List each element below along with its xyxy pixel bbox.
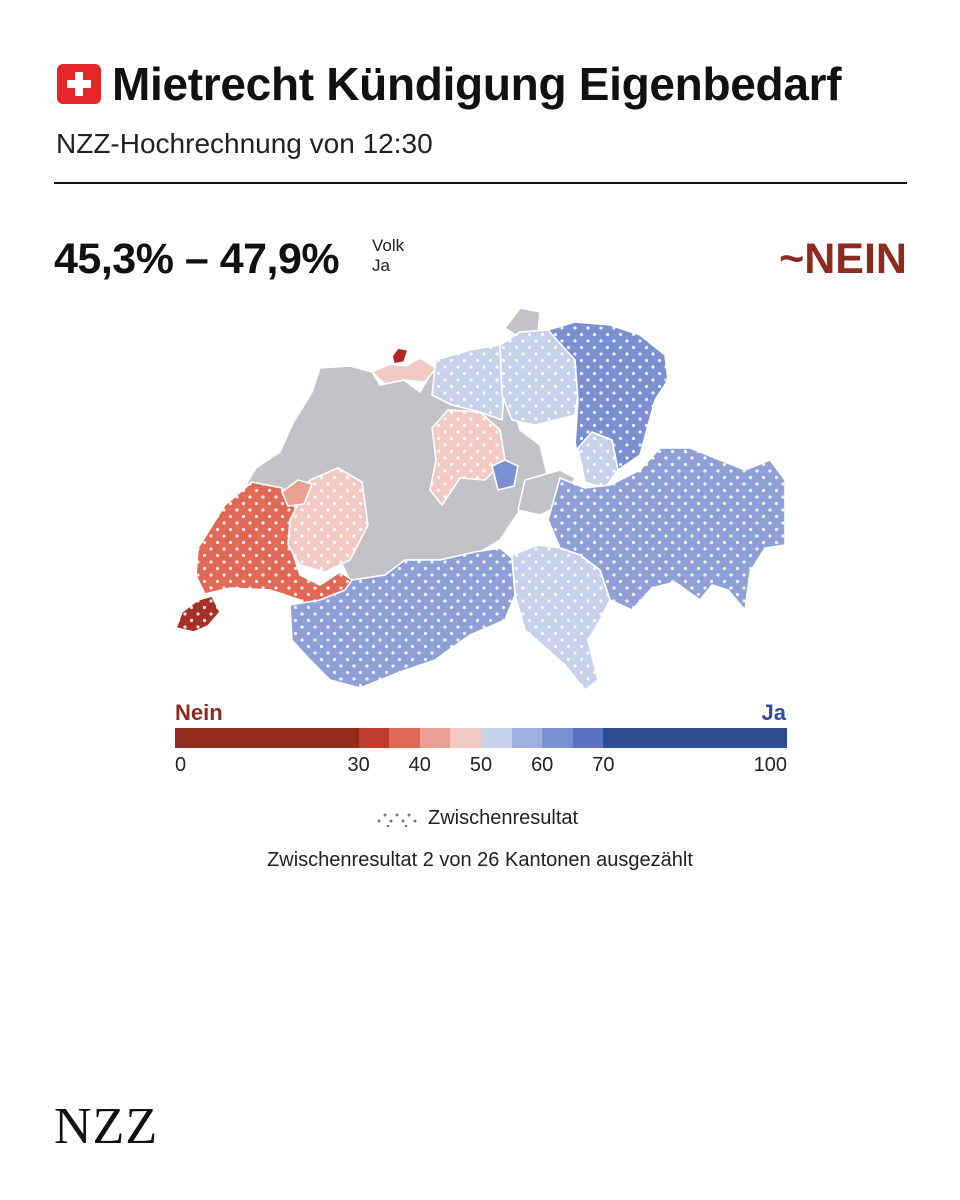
legend-segment [450, 728, 482, 748]
switzerland-map[interactable] [0, 0, 960, 700]
result-labels: Volk Ja [372, 236, 404, 276]
legend-tick-label: 100 [753, 754, 787, 776]
dotted-pattern-icon [377, 813, 417, 828]
legend-segment [511, 728, 543, 748]
legend-segment [389, 728, 421, 748]
result-range: 45,3% – 47,9% [54, 235, 340, 283]
result-verdict: ~NEIN [779, 235, 907, 283]
interim-label: Zwischenresultat [428, 807, 579, 829]
page-title: Mietrecht Kündigung Eigenbedarf [112, 58, 842, 110]
legend-nein-label: Nein [175, 700, 223, 725]
legend-tick-label: 30 [347, 754, 370, 776]
nzz-logo[interactable]: NZZ [54, 1098, 159, 1155]
legend-color-scale [175, 728, 788, 748]
legend-segment [175, 728, 360, 748]
legend-tick-label: 60 [531, 754, 554, 776]
legend-segment [481, 728, 513, 748]
result-label-ja: Ja [372, 256, 390, 275]
legend-segment [419, 728, 451, 748]
legend-tick-label: 50 [469, 754, 493, 776]
legend-tick-label: 0 [175, 754, 187, 776]
swiss-flag-icon [57, 64, 101, 104]
legend-segment [603, 728, 788, 748]
legend-segment [542, 728, 574, 748]
count-note: Zwischenresultat 2 von 26 Kantonen ausge… [267, 849, 693, 871]
canton-zug[interactable] [491, 459, 519, 491]
legend-tick-label: 40 [408, 754, 431, 776]
title-row: Mietrecht Kündigung Eigenbedarf [56, 58, 842, 110]
legend-ja-label: Ja [761, 700, 786, 725]
legend-segment [358, 728, 390, 748]
legend-tick-label: 70 [592, 754, 615, 776]
interim-legend: Zwischenresultat [376, 806, 578, 830]
page-subtitle: NZZ-Hochrechnung von 12:30 [56, 128, 433, 159]
header-divider [54, 182, 907, 184]
canton-neuenburg[interactable] [281, 479, 313, 507]
legend-segment [572, 728, 604, 748]
result-label-volk: Volk [372, 236, 405, 255]
canton-basel-stadt[interactable] [391, 347, 409, 365]
